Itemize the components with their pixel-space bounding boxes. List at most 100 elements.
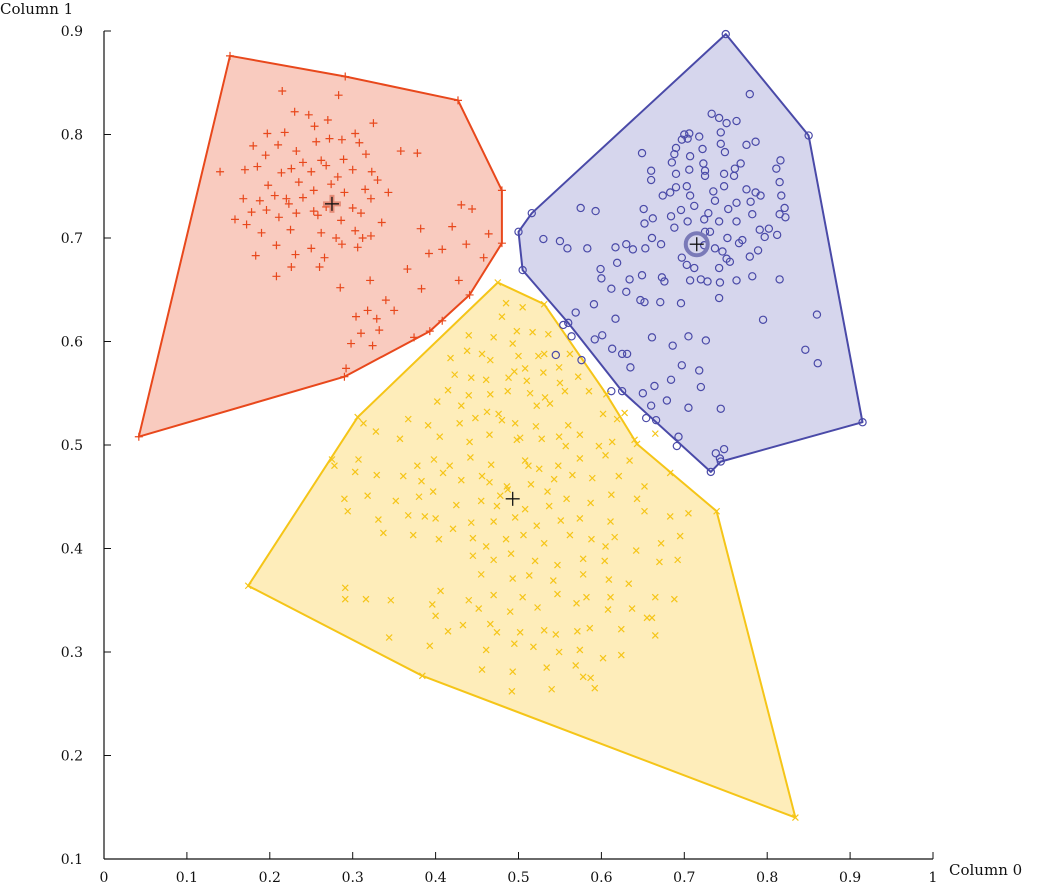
cluster-2-point xyxy=(605,576,613,583)
cluster-0-point xyxy=(216,167,225,176)
cluster-0-point xyxy=(396,147,405,156)
cluster-0-point xyxy=(363,306,372,315)
cluster-1-point xyxy=(666,375,676,384)
cluster-2-point xyxy=(525,571,533,579)
cluster-0-point xyxy=(337,240,346,249)
cluster-2-point xyxy=(463,347,471,355)
cluster-1-point xyxy=(589,300,599,309)
cluster-1-point xyxy=(701,336,711,345)
cluster-0-point xyxy=(351,226,360,235)
cluster-1-point xyxy=(612,258,622,268)
cluster-1-point xyxy=(680,130,689,139)
y-tick-label: 0.6 xyxy=(61,335,83,351)
cluster-2-point xyxy=(554,462,562,470)
y-tick-label: 0.2 xyxy=(61,749,83,765)
x-tick-label: 0.1 xyxy=(176,870,198,886)
cluster-2-point xyxy=(555,433,563,441)
cluster-0-point xyxy=(230,215,239,224)
cluster-2-point xyxy=(515,352,522,360)
cluster-2-point xyxy=(617,625,625,633)
x-tick-label: 0.6 xyxy=(590,870,612,886)
cluster-2-point xyxy=(415,493,423,501)
cluster-0-hull-vertex xyxy=(465,290,474,299)
x-ticks: 0 0.1 0.2 0.3 0.4 0.5 0.6 0.7 0.8 0.9 1 xyxy=(100,852,937,886)
cluster-2-point xyxy=(510,368,518,375)
cluster-2-hull-vertex xyxy=(354,413,362,421)
cluster-1-point xyxy=(720,147,730,157)
cluster-2-point xyxy=(539,369,547,376)
cluster-1-point xyxy=(617,349,627,359)
cluster-2-point xyxy=(586,624,594,632)
cluster-1-centroid-ring xyxy=(683,231,710,258)
cluster-0-point xyxy=(438,316,447,325)
cluster-2-point xyxy=(467,519,475,527)
cluster-2-point xyxy=(372,428,380,435)
cluster-1-point xyxy=(685,276,695,285)
cluster-1-point xyxy=(646,175,656,185)
cluster-0-point xyxy=(342,364,351,373)
cluster-1-point xyxy=(622,349,632,359)
cluster-2-point xyxy=(466,453,474,461)
cluster-1-point xyxy=(563,244,572,253)
cluster-2-point xyxy=(486,478,493,486)
cluster-1-point xyxy=(682,182,691,191)
cluster-2-point xyxy=(513,327,521,335)
x-tick-label: 0.8 xyxy=(756,870,778,886)
cluster-0-point xyxy=(337,135,346,144)
cluster-0-point xyxy=(242,220,251,229)
cluster-2-point xyxy=(487,461,495,469)
cluster-0-point xyxy=(336,283,345,292)
cluster-2-point xyxy=(615,472,623,480)
cluster-2-point xyxy=(588,474,596,482)
cluster-0-point xyxy=(361,150,370,159)
cluster-1-point xyxy=(699,215,709,224)
cluster-0-point xyxy=(448,222,457,231)
cluster-2-point xyxy=(504,387,512,395)
cluster-0-point xyxy=(251,251,260,260)
cluster-1-point xyxy=(647,333,657,342)
cluster-2-point xyxy=(452,501,460,509)
cluster-2-point xyxy=(478,350,486,358)
cluster-2-point xyxy=(364,492,372,500)
cluster-1-point xyxy=(641,413,651,423)
cluster-0-point xyxy=(253,162,262,171)
cluster-1-point xyxy=(696,382,706,392)
cluster-2-point xyxy=(607,518,614,526)
cluster-1-point xyxy=(698,144,707,154)
cluster-2-point xyxy=(471,414,479,422)
cluster-0-point xyxy=(280,128,289,137)
cluster-1-point xyxy=(714,217,724,226)
cluster-2-point xyxy=(643,614,651,622)
cluster-1-hull-vertex xyxy=(706,467,716,477)
cluster-1-point xyxy=(813,359,822,368)
cluster-1-point xyxy=(760,232,769,242)
cluster-1-point xyxy=(611,314,620,323)
cluster-1-point xyxy=(640,219,649,228)
cluster-2-point xyxy=(439,469,447,477)
cluster-2-point xyxy=(666,512,674,520)
cluster-0-point xyxy=(367,167,376,176)
cluster-2-point xyxy=(529,328,537,336)
cluster-0-point xyxy=(307,244,316,253)
cluster-0-point xyxy=(255,196,264,205)
cluster-2-hull xyxy=(247,281,797,819)
cluster-0-point xyxy=(381,296,390,305)
cluster-2-point xyxy=(529,643,537,651)
cluster-1-point xyxy=(685,129,694,138)
cluster-1-point xyxy=(695,366,704,375)
cluster-2-point xyxy=(399,472,407,480)
cluster-0-point xyxy=(298,158,307,167)
cluster-2-point xyxy=(555,363,563,371)
cluster-2-point xyxy=(486,620,494,628)
cluster-2-point xyxy=(576,455,584,462)
cluster-points xyxy=(134,29,867,822)
cluster-2-point xyxy=(521,505,529,513)
cluster-0-point xyxy=(274,140,283,149)
cluster-1-point xyxy=(670,223,679,232)
cluster-2-point xyxy=(651,430,659,438)
cluster-1-point xyxy=(607,284,616,293)
cluster-2-hull-vertex xyxy=(540,300,548,308)
cluster-0-point xyxy=(358,234,367,242)
cluster-1-point xyxy=(637,271,647,280)
cluster-2-point xyxy=(543,664,551,671)
